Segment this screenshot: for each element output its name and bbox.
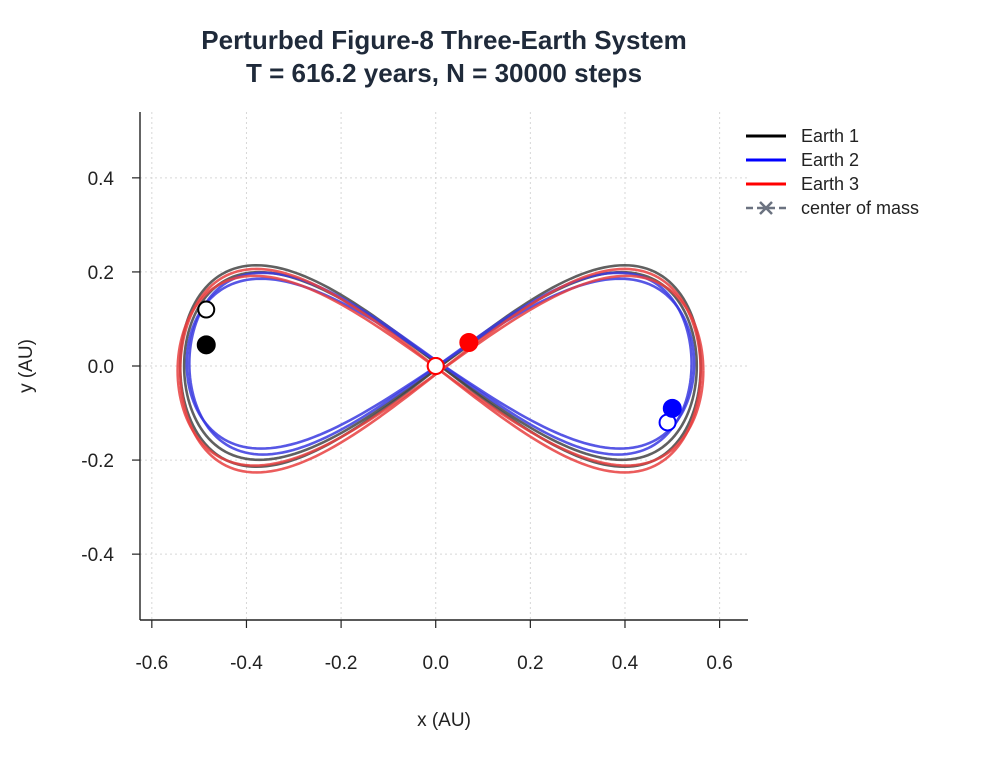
orbit-trails: [176, 263, 705, 474]
legend-label-earth-2: Earth 2: [801, 150, 859, 170]
legend-label-earth-3: Earth 3: [801, 174, 859, 194]
x-axis-label: x (AU): [417, 710, 471, 731]
x-tick-label: 0.0: [423, 653, 449, 674]
legend-label-center-of-mass: center of mass: [801, 198, 919, 218]
orbit-trail-3-loop-1: [176, 274, 705, 467]
legend-swatch-center-of-mass: [746, 201, 786, 215]
y-tick-label: 0.4: [88, 169, 115, 190]
x-tick-label: 0.4: [612, 653, 639, 674]
y-tick-label: -0.2: [81, 451, 114, 472]
legend-label-earth-1: Earth 1: [801, 126, 859, 146]
y-tick-label: 0.2: [88, 263, 114, 284]
y-tick-label: -0.4: [81, 545, 114, 566]
legend: Earth 1 Earth 2 Earth 3 center of mass: [746, 126, 919, 218]
chart-title-line-1: Perturbed Figure-8 Three-Earth System: [201, 25, 686, 55]
x-tick-label: -0.6: [135, 653, 168, 674]
earth-1-start-marker: [197, 300, 216, 319]
x-tick-label: 0.2: [517, 653, 543, 674]
body-markers: [196, 300, 682, 432]
tick-labels: -0.6 -0.4 -0.2 0.0 0.2 0.4 0.6 -0.4 -0.2 0.0 0.2 0.…: [81, 169, 733, 674]
axes: [132, 112, 748, 628]
orbit-trail-3-loop-2: [178, 267, 702, 474]
y-tick-label: 0.0: [88, 357, 114, 378]
earth-3-end-marker: [459, 332, 479, 352]
y-axis-label: y (AU): [16, 339, 37, 393]
earth-1-end-marker: [196, 335, 216, 355]
x-tick-label: -0.4: [230, 653, 263, 674]
earth-2-end-marker: [662, 398, 682, 418]
center-of-mass-marker: [426, 357, 445, 375]
chart-title-line-2: T = 616.2 years, N = 30000 steps: [246, 58, 642, 88]
x-tick-label: 0.6: [706, 653, 732, 674]
x-tick-label: -0.2: [325, 653, 358, 674]
